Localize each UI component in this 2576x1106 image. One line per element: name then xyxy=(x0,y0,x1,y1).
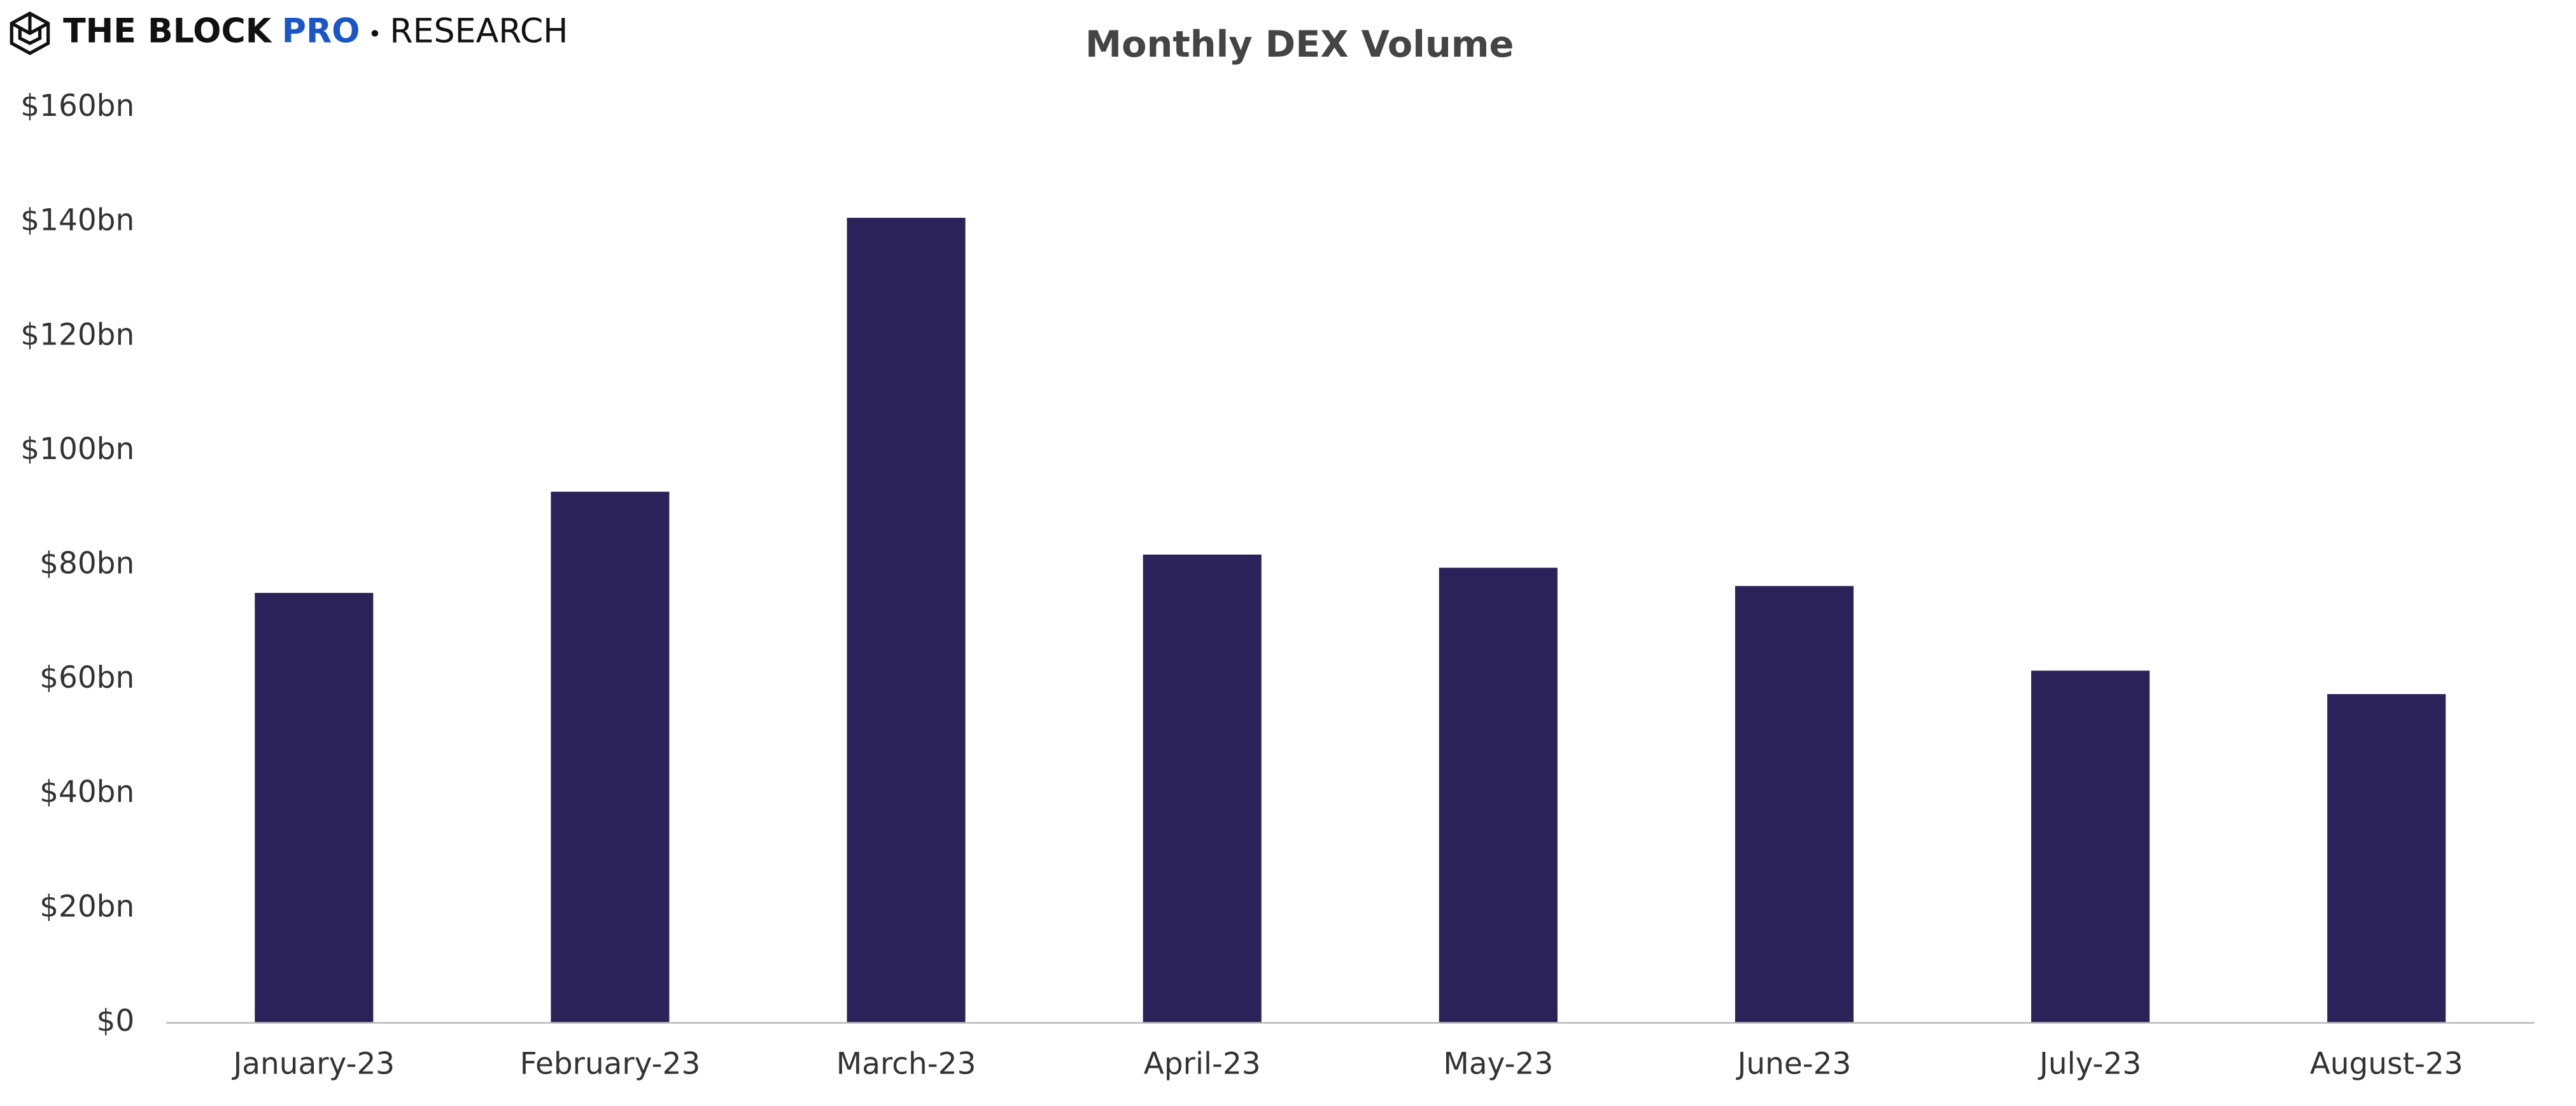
x-tick-label: June-23 xyxy=(1736,1047,1852,1082)
y-tick-label: $60bn xyxy=(39,660,134,695)
bar xyxy=(847,218,966,1023)
y-tick-label: $140bn xyxy=(20,203,134,238)
x-tick-label: May-23 xyxy=(1443,1047,1553,1082)
x-tick-label: March-23 xyxy=(836,1047,976,1082)
logo-name: THE BLOCK xyxy=(63,12,272,50)
logo-separator xyxy=(371,30,379,37)
chart-title: Monthly DEX Volume xyxy=(1085,23,1514,66)
logo: THE BLOCK PRO RESEARCH xyxy=(10,11,568,55)
bar xyxy=(1143,554,1262,1023)
x-tick-label: August-23 xyxy=(2310,1047,2463,1082)
y-tick-label: $80bn xyxy=(39,546,134,581)
y-tick-label: $40bn xyxy=(39,775,134,810)
logo-icon xyxy=(10,11,50,55)
x-tick-label: January-23 xyxy=(231,1047,395,1082)
y-tick-label: $20bn xyxy=(39,889,134,924)
bar xyxy=(255,593,374,1023)
y-tick-label: $100bn xyxy=(20,432,134,467)
x-tick-label: February-23 xyxy=(520,1047,701,1082)
y-tick-label: $0 xyxy=(96,1003,134,1039)
bar xyxy=(2327,694,2446,1023)
logo-tier: PRO xyxy=(282,12,360,50)
bar xyxy=(2031,670,2150,1023)
y-tick-label: $120bn xyxy=(20,317,134,352)
x-tick-label: April-23 xyxy=(1144,1047,1261,1082)
bar xyxy=(1439,567,1558,1023)
logo-text: THE BLOCK PRO RESEARCH xyxy=(63,12,568,50)
bar xyxy=(1735,586,1854,1023)
bar xyxy=(551,492,670,1023)
x-tick-label: July-23 xyxy=(2038,1047,2141,1082)
y-tick-label: $160bn xyxy=(20,89,134,124)
logo-section: RESEARCH xyxy=(390,12,568,50)
